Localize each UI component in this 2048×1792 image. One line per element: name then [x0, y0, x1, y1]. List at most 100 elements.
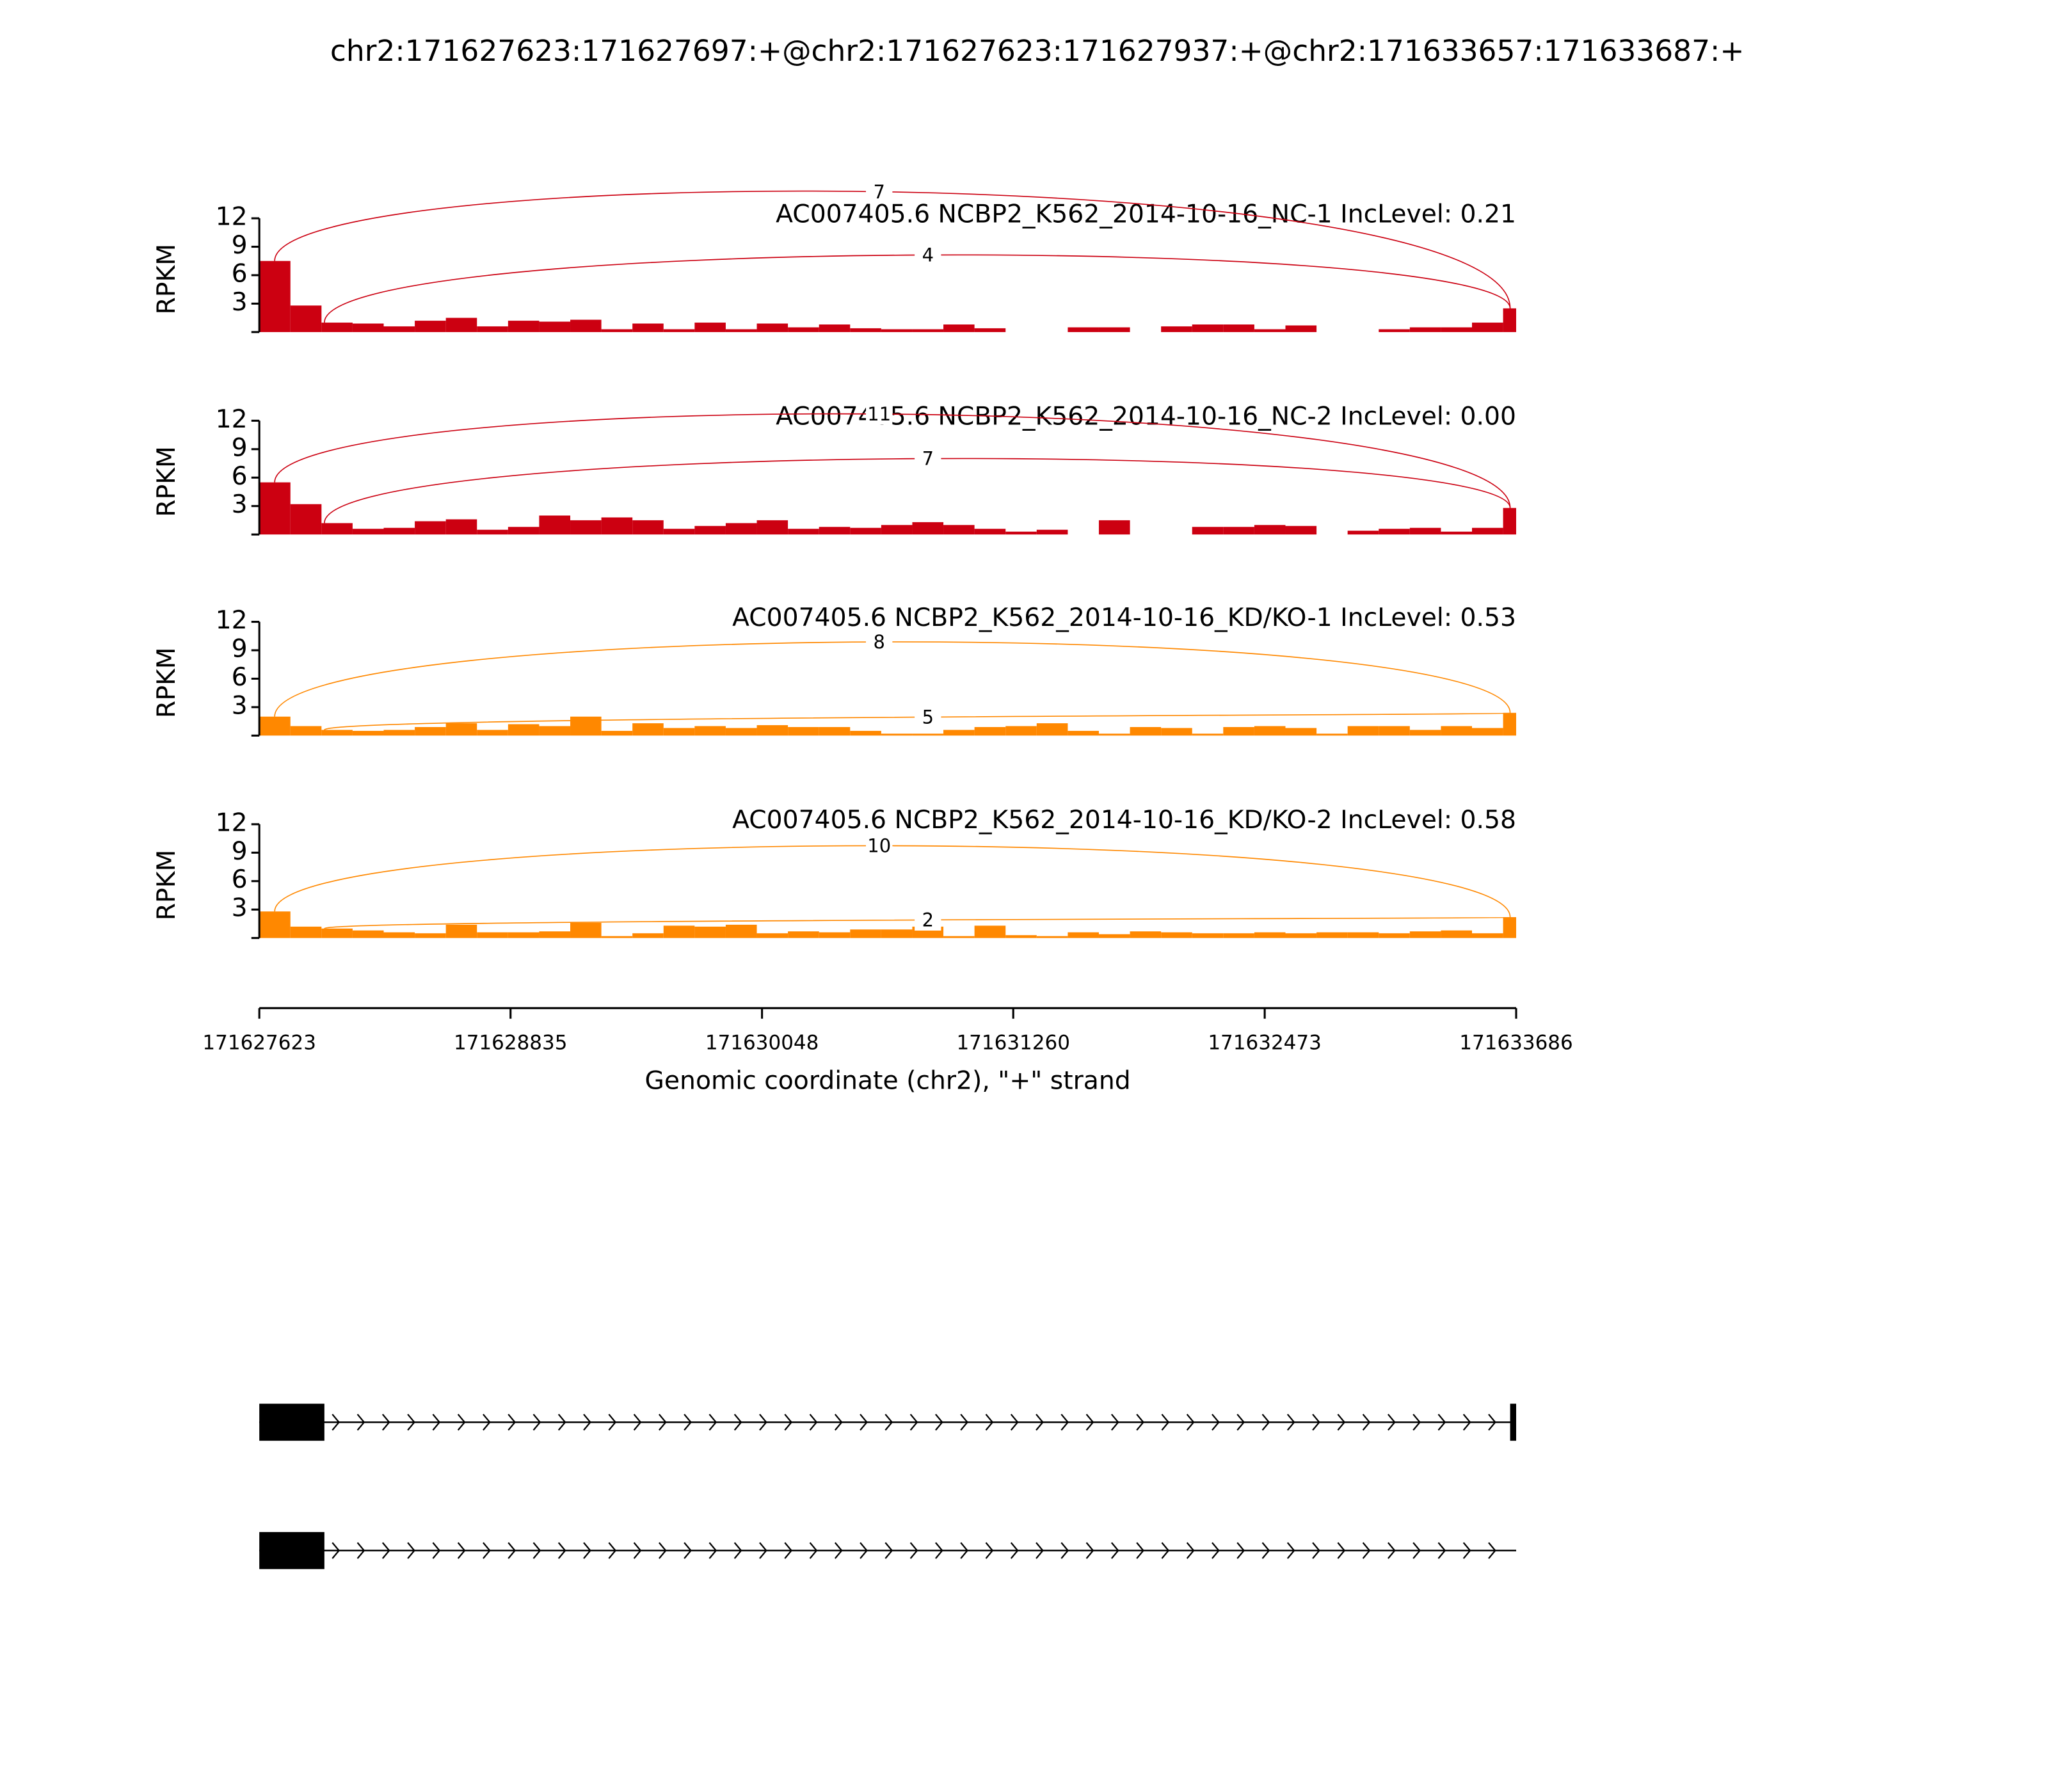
- strand-arrow: [1362, 1414, 1371, 1431]
- coverage-bar: [1036, 936, 1068, 938]
- coverage-bar: [1005, 726, 1037, 736]
- coverage-bar: [881, 929, 913, 938]
- track-title: AC007405.6 NCBP2_K562_2014-10-16_KD/KO-1…: [732, 604, 1516, 632]
- coverage-bar: [663, 925, 695, 938]
- junction-count: 7: [873, 181, 884, 203]
- strand-arrow: [860, 1542, 868, 1559]
- junction-label-bg: [866, 835, 893, 857]
- coverage-bar: [1098, 733, 1130, 736]
- coverage-bar: [1223, 933, 1254, 938]
- strand-arrow: [809, 1414, 818, 1431]
- coverage-bar: [601, 517, 633, 535]
- strand-arrow: [1212, 1542, 1220, 1559]
- exon: [259, 1404, 324, 1441]
- coverage-bar: [1441, 531, 1473, 535]
- coverage-bar: [943, 324, 975, 332]
- x-tick-label: 171628835: [454, 1032, 568, 1055]
- coverage-bar: [415, 321, 446, 332]
- coverage-bar: [1068, 932, 1099, 938]
- y-tick-label: 3: [232, 894, 248, 923]
- coverage-bar: [1254, 932, 1286, 938]
- strand-arrow: [1110, 1542, 1119, 1559]
- coverage-bar: [1068, 327, 1099, 332]
- coverage-bar: [1379, 329, 1410, 332]
- coverage-bar: [1254, 726, 1286, 736]
- strand-arrow: [633, 1542, 642, 1559]
- strand-arrow: [658, 1414, 667, 1431]
- coverage-bar: [756, 933, 788, 938]
- coverage-bar: [725, 728, 757, 736]
- coverage-bar: [1379, 726, 1410, 736]
- coverage-bar: [445, 723, 477, 736]
- strand-arrow: [1161, 1414, 1170, 1431]
- strand-arrow: [985, 1414, 994, 1431]
- strand-arrow: [1136, 1542, 1144, 1559]
- coverage-bar: [259, 911, 291, 938]
- coverage-bar: [445, 924, 477, 938]
- coverage-bar: [321, 523, 353, 535]
- strand-arrow: [1136, 1414, 1144, 1431]
- strand-arrow: [1036, 1542, 1044, 1559]
- strand-arrow: [557, 1414, 566, 1431]
- coverage-bar: [539, 931, 571, 938]
- coverage-bar: [974, 529, 1006, 535]
- strand-arrow: [1362, 1542, 1371, 1559]
- coverage-bar: [383, 527, 415, 535]
- strand-arrow: [884, 1414, 893, 1431]
- coverage-bar: [1347, 932, 1379, 938]
- strand-arrow: [935, 1414, 943, 1431]
- coverage-bar: [1068, 730, 1099, 736]
- coverage-bar: [415, 933, 446, 938]
- y-tick-label: 3: [232, 691, 248, 720]
- coverage-bar: [352, 930, 384, 938]
- strand-arrow: [457, 1414, 466, 1431]
- strand-arrow: [1060, 1542, 1069, 1559]
- coverage-bar: [1254, 329, 1286, 332]
- strand-arrow: [457, 1542, 466, 1559]
- strand-arrow: [1388, 1414, 1396, 1431]
- x-tick-label: 171633686: [1459, 1032, 1573, 1055]
- coverage-bar: [694, 726, 726, 736]
- y-tick-label: 12: [216, 606, 248, 635]
- junction-label-bg: [915, 244, 941, 266]
- x-axis-label: Genomic coordinate (chr2), "+" strand: [644, 1066, 1130, 1095]
- coverage-bar: [788, 727, 819, 736]
- coverage-bar: [383, 730, 415, 736]
- strand-arrow: [532, 1414, 541, 1431]
- y-tick-label: 12: [216, 405, 248, 434]
- coverage-bar: [943, 730, 975, 736]
- coverage-bar: [477, 529, 508, 535]
- coverage-bar: [415, 727, 446, 736]
- strand-arrow: [1412, 1542, 1421, 1559]
- coverage-bar: [508, 724, 540, 736]
- coverage-bar: [1036, 529, 1068, 535]
- coverage-bar: [632, 933, 664, 938]
- coverage-bar: [1316, 932, 1348, 938]
- strand-arrow: [381, 1542, 390, 1559]
- coverage-bar: [725, 924, 757, 938]
- strand-arrow: [483, 1542, 491, 1559]
- coverage-bar: [725, 523, 757, 535]
- y-tick-label: 3: [232, 288, 248, 317]
- coverage-bar: [1379, 529, 1410, 535]
- strand-arrow: [1337, 1542, 1346, 1559]
- coverage-bar: [259, 260, 291, 332]
- coverage-bar: [1285, 525, 1317, 535]
- coverage-bar: [819, 727, 851, 736]
- coverage-bar: [508, 527, 540, 535]
- coverage-bar: [1409, 730, 1441, 736]
- coverage-bar: [663, 728, 695, 736]
- strand-arrow: [960, 1414, 969, 1431]
- coverage-bar: [1161, 932, 1192, 938]
- coverage-bar: [912, 733, 944, 736]
- strand-arrow: [1261, 1542, 1270, 1559]
- coverage-bar: [445, 519, 477, 535]
- coverage-bar: [290, 726, 322, 736]
- strand-arrow: [834, 1542, 843, 1559]
- coverage-bar: [912, 329, 944, 332]
- coverage-bar: [1098, 327, 1130, 332]
- coverage-bar: [974, 328, 1006, 332]
- junction-arc: [274, 190, 1511, 308]
- junction-label-bg: [866, 631, 893, 653]
- figure-title: chr2:171627623:171627697:+@chr2:17162762…: [330, 34, 1745, 68]
